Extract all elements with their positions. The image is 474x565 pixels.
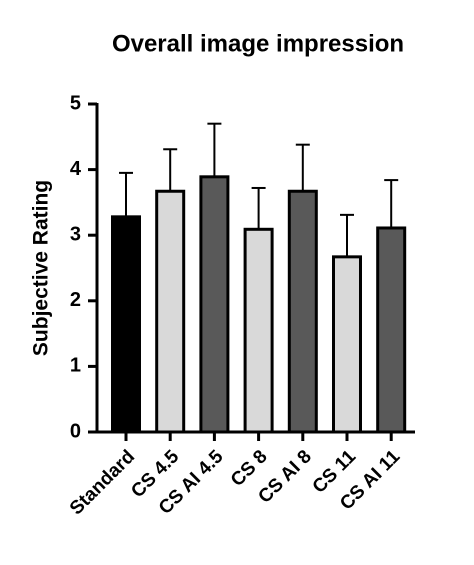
y-tick-label: 1 <box>70 355 81 377</box>
bar <box>287 189 318 434</box>
y-tick-label: 2 <box>70 289 81 311</box>
y-axis-label: Subjective Rating <box>30 180 53 356</box>
bar <box>376 226 407 434</box>
bar <box>332 255 362 434</box>
chart-title: Overall image impression <box>112 30 404 57</box>
bar <box>111 215 141 434</box>
x-tick-label: Standard <box>66 446 139 519</box>
y-tick-label: 5 <box>70 92 81 114</box>
bar <box>243 227 274 434</box>
bar <box>155 189 186 434</box>
y-tick-label: 3 <box>70 223 81 245</box>
y-tick-label: 0 <box>70 420 81 442</box>
bar <box>199 175 230 434</box>
y-tick-label: 4 <box>70 158 82 180</box>
